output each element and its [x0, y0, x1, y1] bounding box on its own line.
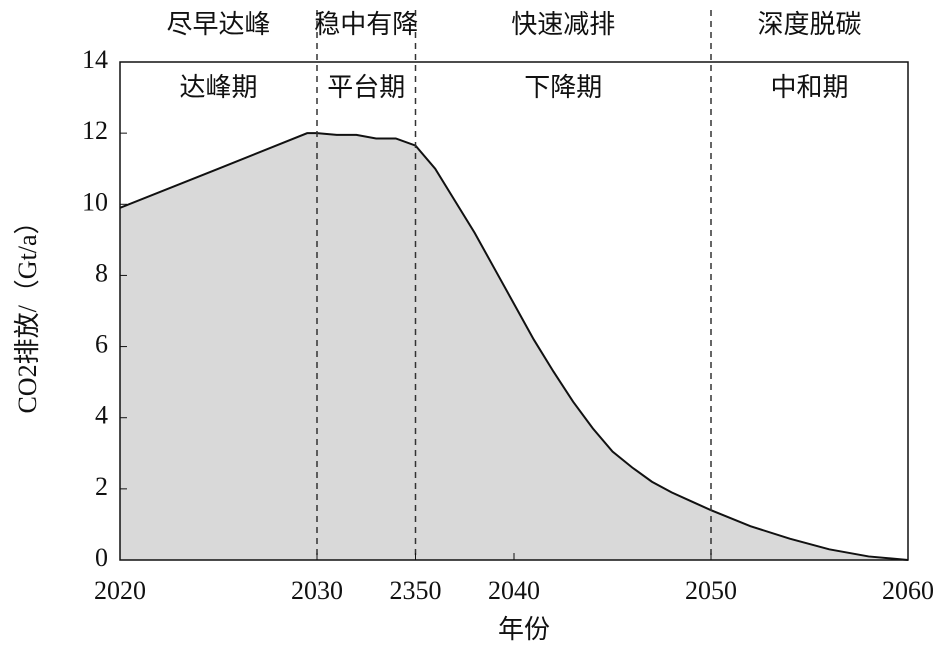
y-tick-label: 6	[95, 330, 108, 359]
x-tick-label: 2060	[882, 576, 934, 605]
period-label: 平台期	[327, 73, 405, 102]
y-tick-label: 2	[95, 472, 108, 501]
stage-label: 深度脱碳	[757, 10, 861, 39]
line	[119, 132, 909, 561]
y-tick-label: 12	[82, 116, 108, 145]
y-tick-label: 4	[95, 401, 108, 430]
stage-label: 尽早达峰	[166, 10, 270, 39]
area-fill	[120, 133, 908, 560]
x-tick-label: 2020	[94, 576, 146, 605]
period-label: 达峰期	[179, 73, 257, 102]
x-tick-label: 2050	[685, 576, 737, 605]
x-axis-label: 年份	[498, 615, 550, 644]
x-tick-label: 2350	[390, 576, 442, 605]
y-tick-label: 10	[82, 187, 108, 216]
x-tick-label: 2040	[488, 576, 540, 605]
x-tick-label: 2030	[291, 576, 343, 605]
period-label: 中和期	[770, 73, 848, 102]
stage-label: 稳中有降	[314, 10, 418, 39]
y-tick-label: 0	[95, 543, 108, 572]
stage-label: 快速减排	[511, 10, 615, 39]
period-label: 下降期	[524, 73, 602, 102]
y-tick-label: 8	[95, 258, 108, 287]
y-axis-label: CO2排放/（Gt/a）	[13, 208, 42, 413]
y-tick-label: 14	[82, 45, 108, 74]
